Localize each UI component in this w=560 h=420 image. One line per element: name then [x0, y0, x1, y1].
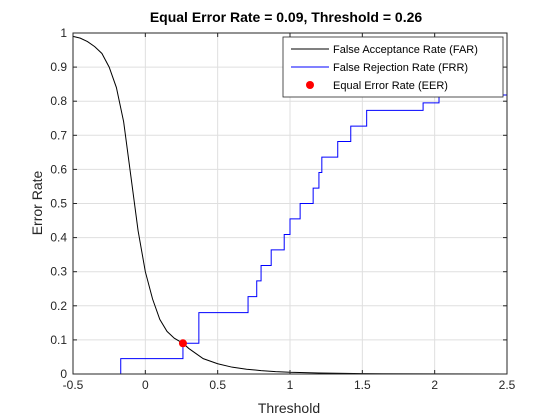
- x-tick-label: 0.5: [209, 378, 226, 392]
- legend-label: Equal Error Rate (EER): [333, 80, 448, 92]
- y-tick-label: 0.6: [50, 162, 67, 176]
- y-tick-label: 0.4: [50, 231, 67, 245]
- y-tick-label: 0.2: [50, 299, 67, 313]
- eer-point: [178, 339, 187, 348]
- y-tick-label: 0.8: [50, 94, 67, 108]
- chart-title: Equal Error Rate = 0.09, Threshold = 0.2…: [150, 9, 423, 25]
- y-tick-label: 0.7: [50, 128, 67, 142]
- y-tick-label: 0.1: [50, 333, 67, 347]
- legend-label: False Acceptance Rate (FAR): [333, 44, 478, 56]
- series-far-line: [72, 35, 508, 375]
- y-tick-label: 0.3: [50, 265, 67, 279]
- x-tick-label: 1.5: [354, 378, 371, 392]
- x-tick-label: 2.5: [499, 378, 516, 392]
- legend-label: False Rejection Rate (FRR): [333, 62, 468, 74]
- x-tick-label: 1: [287, 378, 294, 392]
- legend-swatch-eer: [306, 81, 314, 89]
- y-tick-label: 0.5: [50, 197, 67, 211]
- y-tick-label: 0: [60, 367, 67, 381]
- series-frr-line: [73, 94, 507, 375]
- x-axis-label: Threshold: [258, 400, 320, 416]
- x-tick-label: 0: [142, 378, 149, 392]
- x-tick-label: 2: [431, 378, 438, 392]
- legend: False Acceptance Rate (FAR) False Rejecti…: [282, 36, 504, 98]
- x-tick-label: -0.5: [63, 378, 84, 392]
- y-tick-label: 1: [60, 26, 67, 40]
- y-tick-label: 0.9: [50, 60, 67, 74]
- y-axis-label: Error Rate: [29, 171, 45, 236]
